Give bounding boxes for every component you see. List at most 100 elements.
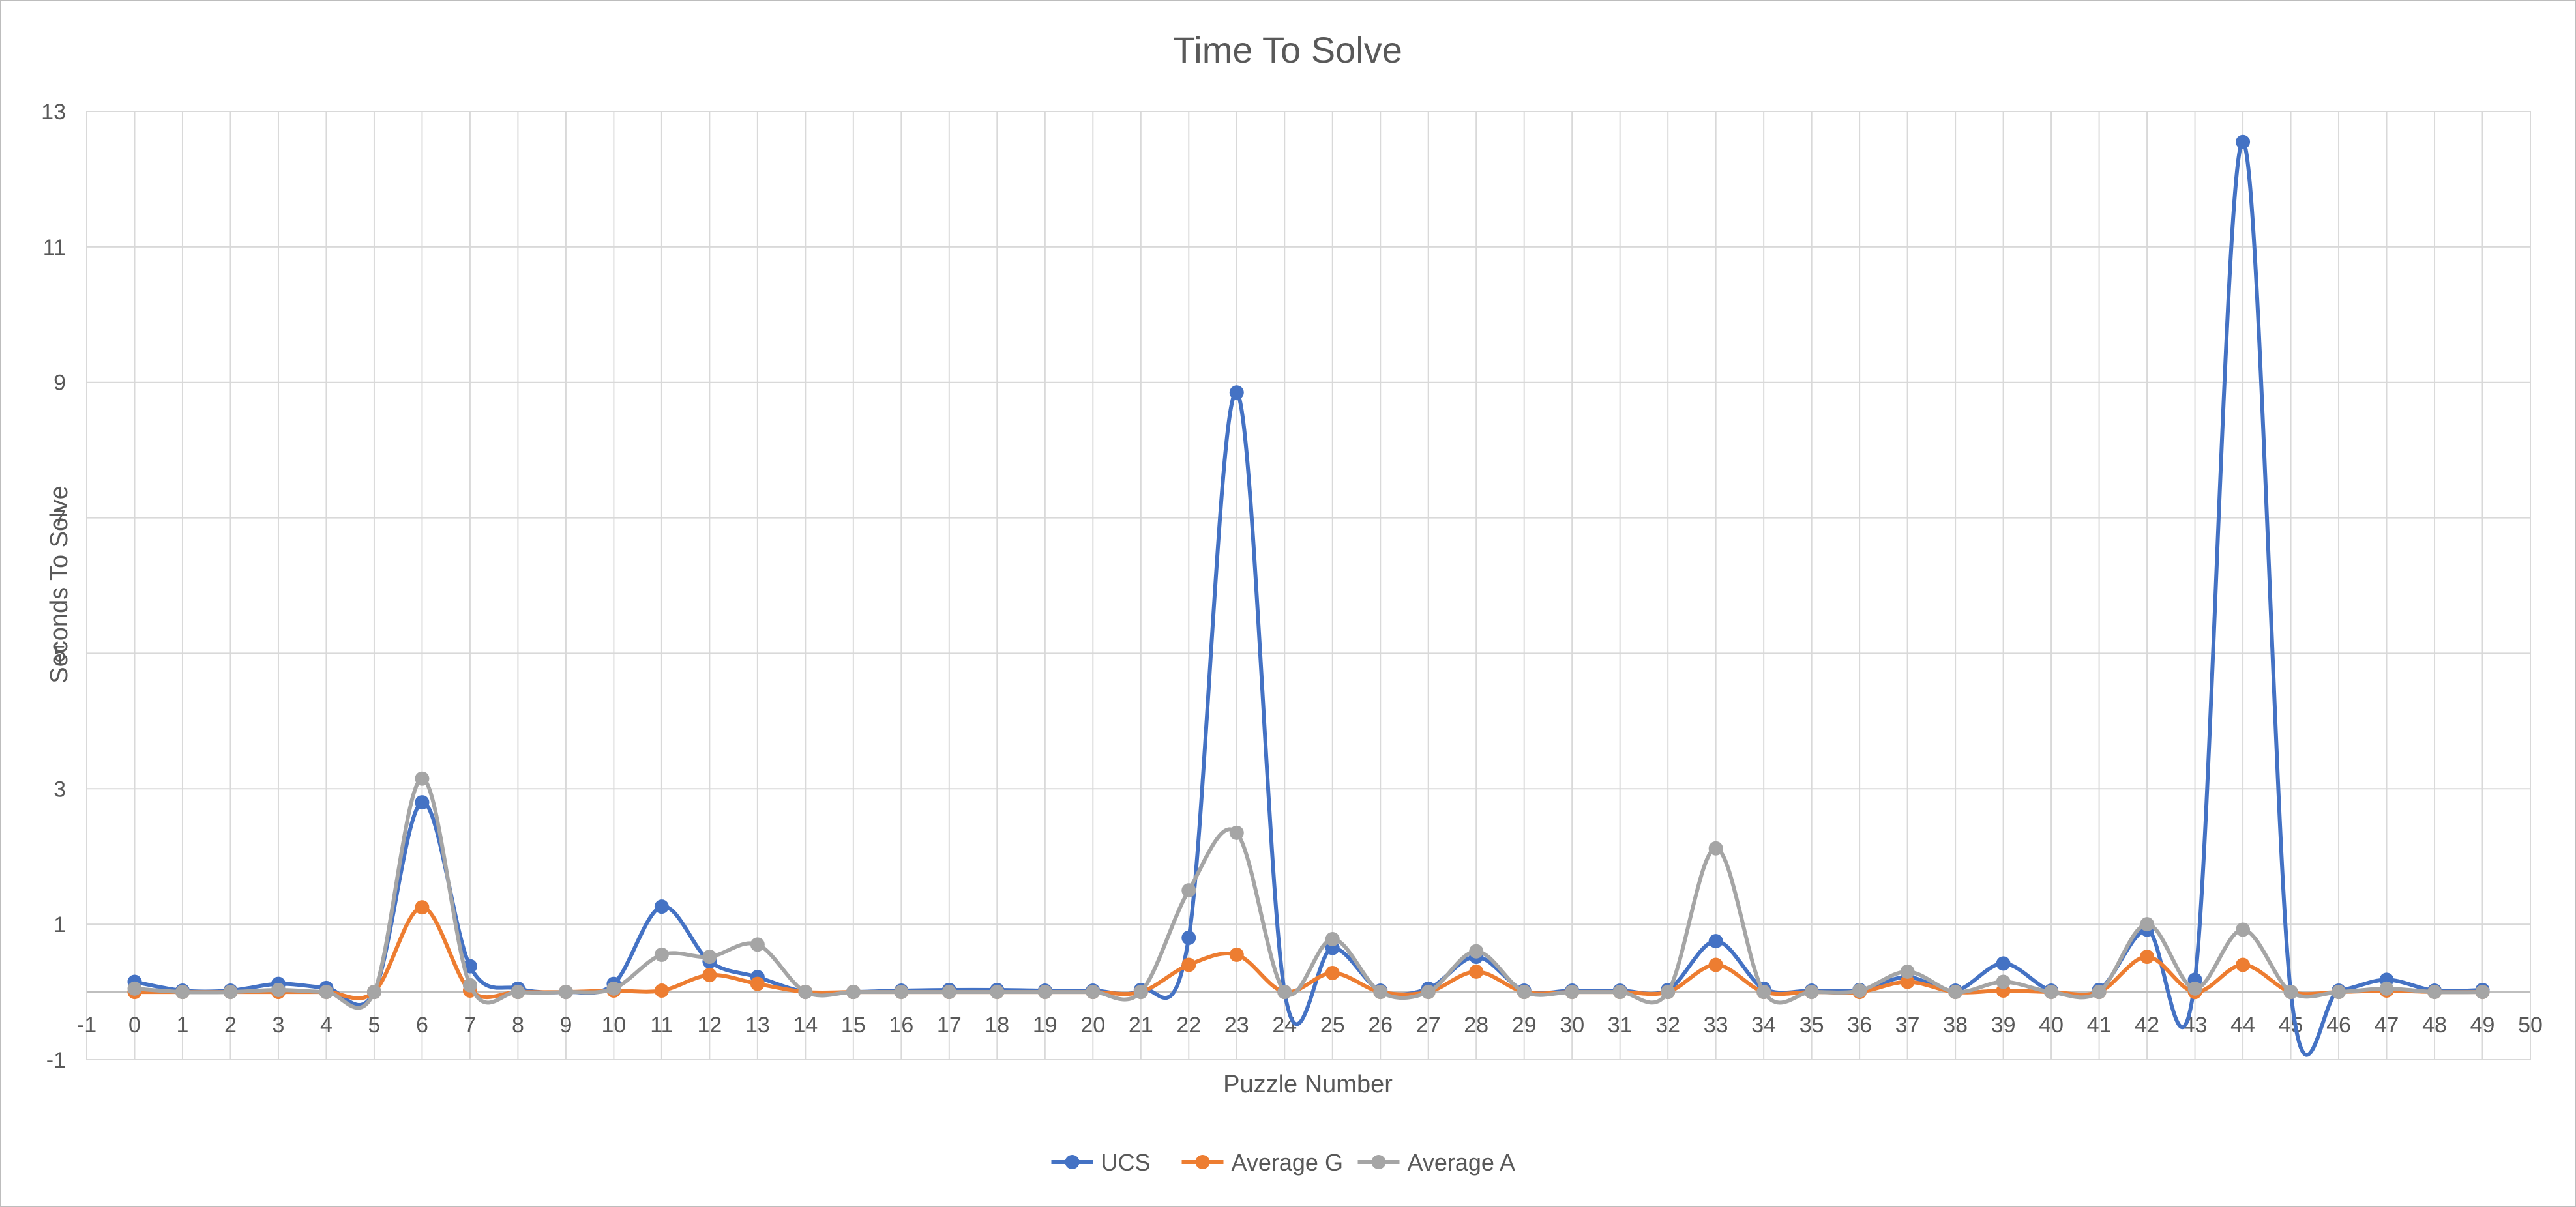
- data-point: [941, 985, 956, 1000]
- legend-item: Average A: [1357, 1149, 1515, 1176]
- data-point: [1277, 985, 1292, 1000]
- x-tick-label: 5: [368, 1013, 380, 1038]
- series-line: [132, 776, 2485, 1010]
- data-point: [2332, 985, 2347, 1000]
- data-point: [415, 795, 430, 810]
- data-point: [1565, 985, 1580, 1000]
- series-line: [132, 139, 2485, 1057]
- data-point: [990, 985, 1005, 1000]
- data-point: [1661, 985, 1676, 1000]
- legend-item: Average G: [1181, 1149, 1343, 1176]
- y-tick-label: 13: [41, 100, 66, 124]
- x-tick-label: 28: [1464, 1013, 1488, 1038]
- y-tick-label: 7: [53, 506, 66, 531]
- data-point: [798, 985, 813, 1000]
- data-point: [894, 985, 909, 1000]
- data-point: [1325, 932, 1340, 947]
- data-point: [1756, 985, 1771, 1000]
- data-point: [2427, 985, 2442, 1000]
- data-point: [2475, 985, 2490, 1000]
- x-tick-label: -1: [77, 1013, 96, 1038]
- x-tick-label: 17: [937, 1013, 962, 1038]
- data-point: [654, 947, 669, 962]
- series-average-a: [127, 771, 2490, 1010]
- data-point: [1996, 974, 2011, 989]
- x-tick-label: 32: [1655, 1013, 1680, 1038]
- data-point: [1229, 947, 1244, 962]
- data-point: [1469, 964, 1484, 979]
- data-point: [1373, 985, 1388, 1000]
- x-tick-label: 40: [2039, 1013, 2064, 1038]
- x-tick-label: 45: [2279, 1013, 2303, 1038]
- data-point: [2236, 922, 2251, 937]
- x-tick-label: 23: [1224, 1013, 1249, 1038]
- data-point: [2140, 917, 2155, 932]
- legend-swatch-marker: [1195, 1155, 1210, 1169]
- legend-label: UCS: [1101, 1149, 1151, 1176]
- x-tick-label: 26: [1368, 1013, 1393, 1038]
- legend-label: Average G: [1232, 1149, 1343, 1176]
- grid-layer: [86, 111, 2531, 1060]
- x-tick-label: 27: [1416, 1013, 1441, 1038]
- data-point: [1900, 964, 1915, 979]
- x-tick-label: 0: [128, 1013, 141, 1038]
- data-point: [1708, 934, 1723, 949]
- x-tick-label: 47: [2375, 1013, 2399, 1038]
- data-point: [366, 985, 381, 1000]
- x-tick-label: 4: [320, 1013, 333, 1038]
- data-point: [1900, 974, 1915, 989]
- legend-swatch-marker: [1065, 1155, 1080, 1169]
- x-tick-label: 50: [2518, 1013, 2543, 1038]
- x-tick-label: 29: [1512, 1013, 1537, 1038]
- x-tick-label: 30: [1560, 1013, 1584, 1038]
- data-point: [1996, 956, 2011, 971]
- data-point: [1948, 985, 1963, 1000]
- x-tick-label: 36: [1847, 1013, 1872, 1038]
- y-tick-label: 1: [53, 912, 66, 937]
- data-point: [2092, 985, 2107, 1000]
- data-point: [1804, 985, 1819, 1000]
- legend: UCS Average G Average A: [1051, 1149, 1515, 1176]
- y-axis-title: Seconds To Solve: [46, 486, 73, 684]
- x-tick-label: 12: [697, 1013, 722, 1038]
- data-point: [1133, 985, 1148, 1000]
- x-tick-label: 49: [2470, 1013, 2495, 1038]
- x-tick-label: 44: [2230, 1013, 2255, 1038]
- data-point: [2140, 950, 2155, 965]
- data-point: [175, 985, 190, 1000]
- x-tick-label: 14: [793, 1013, 818, 1038]
- x-tick-label: 2: [224, 1013, 237, 1038]
- x-tick-label: 39: [1991, 1013, 2016, 1038]
- x-tick-label: 38: [1943, 1013, 1968, 1038]
- data-point: [511, 985, 526, 1000]
- data-point: [2379, 981, 2394, 996]
- data-point: [846, 985, 861, 1000]
- data-point: [415, 771, 430, 786]
- x-tick-label: 18: [985, 1013, 1009, 1038]
- x-tick-label: 37: [1895, 1013, 1920, 1038]
- x-tick-label: 16: [889, 1013, 913, 1038]
- x-tick-label: 24: [1272, 1013, 1297, 1038]
- x-tick-label: 11: [650, 1013, 673, 1038]
- x-tick-label: 33: [1704, 1013, 1728, 1038]
- x-tick-label: 22: [1176, 1013, 1201, 1038]
- y-tick-label: 3: [53, 777, 66, 802]
- data-point: [1708, 841, 1723, 856]
- y-tick-label: -1: [46, 1048, 66, 1073]
- y-tick-label: 11: [43, 235, 66, 260]
- data-point: [1852, 983, 1867, 998]
- data-point: [319, 985, 334, 1000]
- data-point: [1325, 965, 1340, 980]
- data-point: [1517, 985, 1532, 1000]
- data-point: [1181, 883, 1196, 898]
- x-tick-label: 10: [601, 1013, 626, 1038]
- x-tick-label: 21: [1129, 1013, 1153, 1038]
- series-ucs: [127, 134, 2490, 1057]
- data-point: [2236, 134, 2251, 149]
- data-point: [1229, 825, 1244, 840]
- data-point: [2283, 985, 2298, 1000]
- data-point: [1469, 944, 1484, 959]
- x-tick-label: 34: [1751, 1013, 1776, 1038]
- data-point: [750, 937, 765, 952]
